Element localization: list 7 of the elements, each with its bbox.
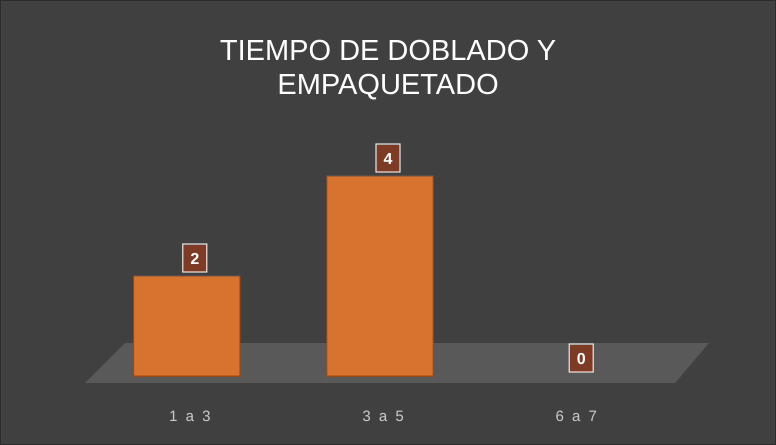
x-tick-label: 1 a 3	[169, 408, 212, 425]
x-tick-label: 3 a 5	[362, 408, 406, 425]
data-label: 0	[576, 351, 586, 368]
x-tick-label: 6 a 7	[556, 408, 599, 425]
data-label: 4	[384, 151, 393, 168]
chart-title: TIEMPO DE DOBLADO Y EMPAQUETADO	[220, 35, 556, 101]
data-label: 2	[190, 251, 200, 268]
